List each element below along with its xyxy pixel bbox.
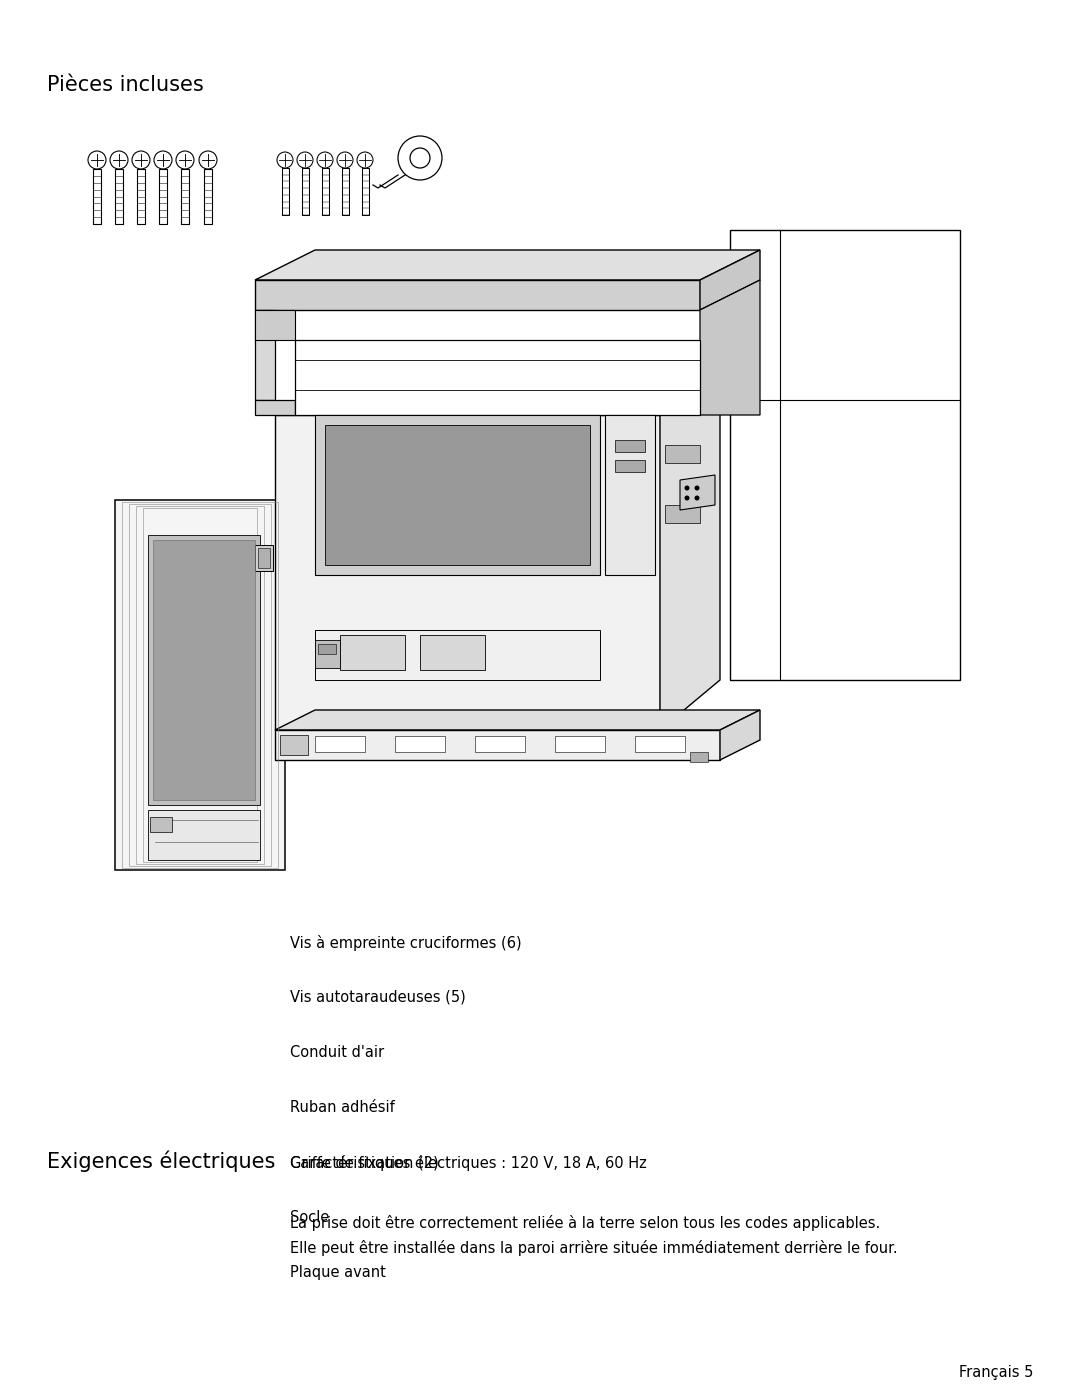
- Text: Vis à empreinte cruciformes (6): Vis à empreinte cruciformes (6): [291, 935, 522, 951]
- Polygon shape: [275, 710, 760, 731]
- Bar: [341, 168, 349, 215]
- Circle shape: [694, 496, 700, 500]
- Bar: [615, 460, 645, 472]
- Polygon shape: [114, 500, 285, 870]
- Bar: [322, 168, 328, 215]
- Bar: [258, 548, 270, 569]
- Polygon shape: [255, 400, 295, 415]
- Bar: [181, 169, 189, 224]
- Bar: [301, 168, 309, 215]
- Polygon shape: [153, 541, 255, 800]
- Polygon shape: [255, 310, 295, 339]
- Polygon shape: [148, 535, 260, 805]
- Bar: [114, 169, 123, 224]
- Text: Elle peut être installée dans la paroi arrière située immédiatement derrière le : Elle peut être installée dans la paroi a…: [291, 1241, 897, 1256]
- Bar: [665, 446, 700, 462]
- Bar: [635, 736, 685, 752]
- Polygon shape: [730, 231, 960, 680]
- Text: La prise doit être correctement reliée à la terre selon tous les codes applicabl: La prise doit être correctement reliée à…: [291, 1215, 880, 1231]
- Polygon shape: [420, 636, 485, 671]
- Polygon shape: [255, 250, 760, 279]
- Text: Pièces incluses: Pièces incluses: [48, 75, 204, 95]
- Bar: [615, 440, 645, 453]
- Text: Caractéristiques électriques : 120 V, 18 A, 60 Hz: Caractéristiques électriques : 120 V, 18…: [291, 1155, 647, 1171]
- Text: Vis autotaraudeuses (5): Vis autotaraudeuses (5): [291, 990, 465, 1004]
- Polygon shape: [700, 250, 760, 310]
- Bar: [475, 736, 525, 752]
- Bar: [315, 736, 365, 752]
- Text: Conduit d'air: Conduit d'air: [291, 1045, 384, 1060]
- Polygon shape: [275, 415, 660, 731]
- Bar: [395, 736, 445, 752]
- Bar: [318, 644, 336, 654]
- Text: Griffe de fixation (2): Griffe de fixation (2): [291, 1155, 438, 1171]
- Bar: [255, 545, 273, 571]
- Polygon shape: [295, 339, 700, 415]
- Polygon shape: [255, 279, 700, 310]
- Bar: [204, 169, 212, 224]
- Bar: [690, 752, 708, 761]
- Text: Socle: Socle: [291, 1210, 329, 1225]
- Polygon shape: [275, 390, 720, 415]
- Text: Ruban adhésif: Ruban adhésif: [291, 1099, 395, 1115]
- Polygon shape: [315, 415, 600, 576]
- Bar: [137, 169, 145, 224]
- Bar: [665, 504, 700, 522]
- Circle shape: [685, 496, 689, 500]
- Circle shape: [685, 486, 689, 490]
- Polygon shape: [340, 636, 405, 671]
- Circle shape: [694, 486, 700, 490]
- Polygon shape: [605, 415, 654, 576]
- Bar: [280, 735, 308, 754]
- Bar: [159, 169, 167, 224]
- Polygon shape: [700, 279, 760, 415]
- Text: Français 5: Français 5: [959, 1365, 1032, 1380]
- Bar: [282, 168, 288, 215]
- Polygon shape: [680, 475, 715, 510]
- Bar: [362, 168, 368, 215]
- Text: Exigences électriques: Exigences électriques: [48, 1150, 275, 1172]
- Text: Plaque avant: Plaque avant: [291, 1266, 386, 1280]
- Polygon shape: [660, 390, 720, 731]
- Bar: [555, 736, 605, 752]
- Bar: [93, 169, 102, 224]
- Polygon shape: [315, 630, 600, 680]
- Polygon shape: [720, 710, 760, 760]
- Polygon shape: [325, 425, 590, 564]
- Bar: [150, 817, 172, 833]
- Polygon shape: [275, 731, 720, 760]
- Polygon shape: [148, 810, 260, 861]
- Polygon shape: [255, 310, 275, 400]
- Polygon shape: [315, 640, 340, 668]
